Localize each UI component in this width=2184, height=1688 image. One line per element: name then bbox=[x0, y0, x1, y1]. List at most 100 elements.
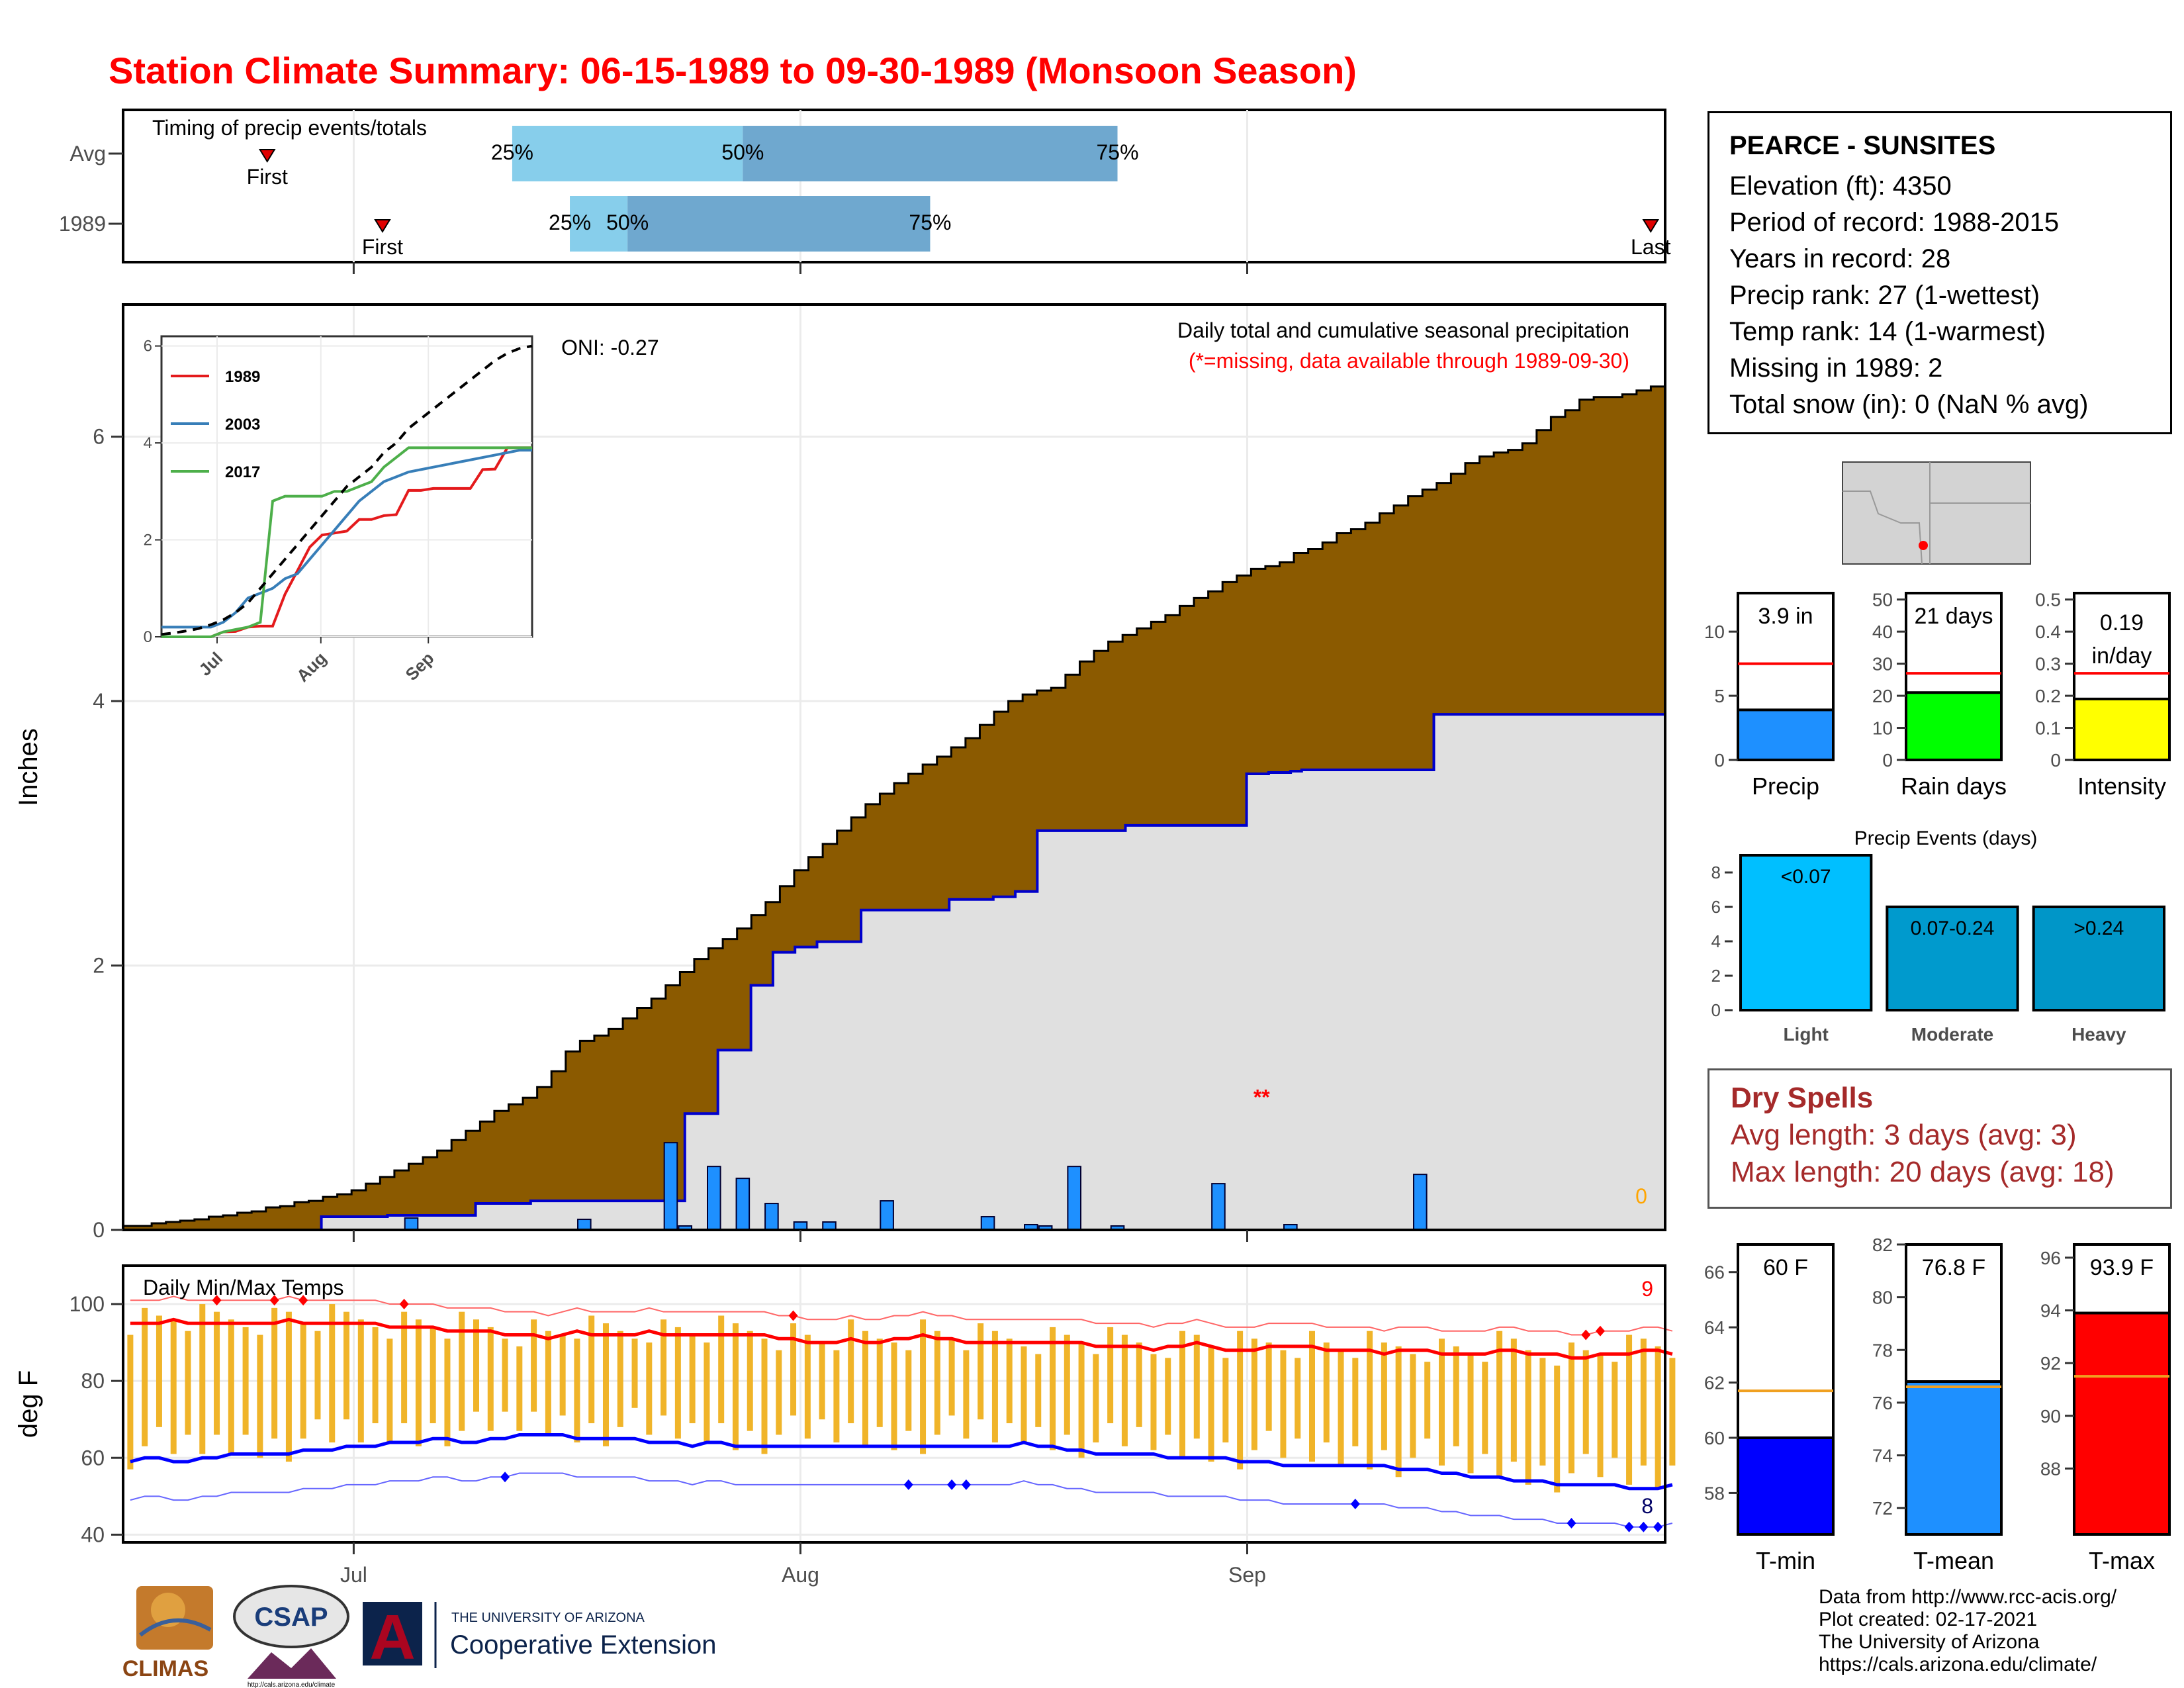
missing-marker: ** bbox=[1253, 1085, 1270, 1109]
y-tick-label: 4 bbox=[1711, 931, 1721, 951]
daily-temp-bar bbox=[142, 1307, 148, 1446]
events-bar bbox=[1739, 854, 1873, 1011]
daily-temp-bar bbox=[444, 1338, 451, 1446]
avg-cumulative-line bbox=[123, 385, 1665, 1227]
daily-temp-bar bbox=[1193, 1335, 1200, 1439]
y-tick-label: 80 bbox=[1872, 1288, 1893, 1308]
daily-temp-bar bbox=[1496, 1331, 1503, 1477]
y-tick-label: 74 bbox=[1872, 1446, 1893, 1466]
daily-temp-bar bbox=[1150, 1354, 1157, 1450]
dry-spells-max: Max length: 20 days (avg: 18) bbox=[1731, 1156, 2115, 1188]
daily-temp-bar bbox=[1539, 1358, 1546, 1466]
y-tick-label: 2 bbox=[93, 954, 105, 978]
daily-temp-bar bbox=[704, 1342, 710, 1443]
daily-temp-bar bbox=[387, 1338, 393, 1443]
record-high-marker bbox=[399, 1299, 409, 1310]
daily-temp-bar bbox=[978, 1323, 984, 1420]
daily-precip-bar bbox=[880, 1200, 894, 1231]
precip-chart-subtitle: (*=missing, data available through 1989-… bbox=[1189, 349, 1629, 373]
daily-temp-bar bbox=[1525, 1350, 1531, 1485]
quartile-bar-25-50 bbox=[570, 196, 628, 252]
timing-row-label: 1989 bbox=[59, 212, 106, 236]
y-axis-label: deg F bbox=[14, 1370, 43, 1438]
y-axis-label: Inches bbox=[14, 728, 43, 806]
daily-temp-bar bbox=[156, 1315, 162, 1427]
record-high-marker bbox=[1581, 1329, 1591, 1340]
dry-spells-title: Dry Spells bbox=[1731, 1082, 1874, 1114]
daily-temp-bar bbox=[1395, 1346, 1402, 1477]
locator-map bbox=[1842, 461, 2031, 565]
daily-temp-bar bbox=[285, 1311, 292, 1462]
daily-temp-bar bbox=[1626, 1335, 1633, 1485]
daily-temp-bar bbox=[1640, 1338, 1647, 1466]
daily-precip-bar bbox=[1067, 1166, 1081, 1231]
daily-temp-bar bbox=[214, 1311, 220, 1435]
quartile-bar-50-75 bbox=[627, 196, 931, 252]
events-bar-label: 0.07-0.24 bbox=[1911, 917, 1995, 939]
event-marker bbox=[374, 219, 391, 233]
event-label: Last bbox=[1631, 235, 1671, 259]
daily-temp-bar bbox=[415, 1319, 422, 1446]
daily-temp-bar bbox=[1308, 1331, 1315, 1462]
y-tick-label: 40 bbox=[1872, 622, 1893, 642]
legend-label: 2003 bbox=[225, 416, 260, 434]
daily-temp-bar bbox=[689, 1335, 696, 1424]
event-marker bbox=[1642, 219, 1660, 233]
daily-temp-bar bbox=[531, 1319, 537, 1412]
precip_total-category-label: Precip bbox=[1752, 773, 1819, 800]
csap-logo-cloud bbox=[233, 1585, 349, 1648]
credit-line: The University of Arizona bbox=[1819, 1631, 2040, 1653]
daily-temp-bar bbox=[199, 1304, 206, 1454]
q75-label: 75% bbox=[909, 211, 951, 234]
events-category-label: Moderate bbox=[1911, 1024, 1993, 1045]
y-tick-label: 5 bbox=[1714, 686, 1725, 706]
station-name: PEARCE - SUNSITES bbox=[1729, 131, 1996, 160]
y-tick-label: 88 bbox=[2040, 1458, 2061, 1479]
rain_days-category-label: Rain days bbox=[1901, 773, 2007, 800]
daily-temp-bar bbox=[1352, 1358, 1359, 1446]
daily-temp-bar bbox=[574, 1338, 580, 1443]
inset-y-tick: 4 bbox=[144, 434, 152, 452]
ua-logo-block bbox=[363, 1602, 422, 1665]
daily-temp-bar bbox=[631, 1338, 638, 1408]
daily-temp-bar bbox=[588, 1315, 595, 1424]
record-high-marker bbox=[269, 1295, 279, 1306]
intensity-category-label: Intensity bbox=[2077, 773, 2166, 800]
daily-temp-bar bbox=[127, 1335, 134, 1470]
y-tick-label: 80 bbox=[81, 1369, 105, 1393]
precip-chart-title: Daily total and cumulative seasonal prec… bbox=[1177, 318, 1629, 342]
dry-spells-avg: Avg length: 3 days (avg: 3) bbox=[1731, 1119, 2077, 1151]
record-low-marker bbox=[1624, 1521, 1634, 1532]
inset-y-tick: 2 bbox=[144, 532, 152, 549]
daily-temp-bar bbox=[185, 1331, 191, 1435]
record-low-marker bbox=[903, 1479, 913, 1490]
legend-label: 2017 bbox=[225, 463, 260, 481]
y-tick-label: 60 bbox=[81, 1446, 105, 1470]
rain_days-bar bbox=[1905, 691, 2003, 761]
y-tick-label: 4 bbox=[93, 689, 105, 713]
daily-temp-bar bbox=[257, 1335, 263, 1458]
daily-precip-bar bbox=[1413, 1174, 1428, 1231]
daily-temp-bar bbox=[617, 1331, 623, 1427]
daily-temp-bar bbox=[1568, 1342, 1574, 1474]
daily-temp-bar bbox=[934, 1331, 940, 1435]
daily-temp-bar bbox=[905, 1350, 912, 1431]
events-bar bbox=[1886, 906, 2019, 1011]
inset-series-line bbox=[161, 344, 533, 636]
csap-logo-url: http://cals.arizona.edu/climate bbox=[248, 1681, 336, 1688]
daily-temp-bar bbox=[1179, 1331, 1186, 1458]
daily-temp-bar bbox=[1078, 1342, 1085, 1458]
rain_days-value-label: 21 days bbox=[1914, 604, 1993, 629]
daily-temp-bar bbox=[1165, 1358, 1171, 1435]
credit-line: Plot created: 02-17-2021 bbox=[1819, 1609, 2038, 1630]
q50-label: 50% bbox=[721, 140, 764, 164]
y-tick-label: 6 bbox=[1711, 897, 1721, 917]
daily-temp-bar bbox=[991, 1331, 998, 1443]
daily-temp-bar bbox=[357, 1319, 364, 1443]
daily-temp-bar bbox=[747, 1331, 753, 1431]
daily-temp-bar bbox=[242, 1327, 249, 1435]
daily-temp-bar bbox=[948, 1338, 955, 1416]
daily-temp-bar bbox=[1295, 1358, 1301, 1439]
x-tick-label: Jul bbox=[340, 1563, 367, 1587]
